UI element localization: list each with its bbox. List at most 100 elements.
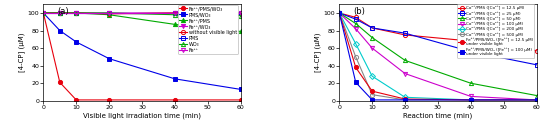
Legend: Co²⁺/PMS ([Co²⁺] = 12.5 μM), Co²⁺/PMS ([Co²⁺] = 25 μM), Co²⁺/PMS ([Co²⁺] = 50 μM: Co²⁺/PMS ([Co²⁺] = 12.5 μM), Co²⁺/PMS ([… xyxy=(457,4,534,58)
Co²⁺/PMS ([Co²⁺] = 12.5 μM) xyxy=(369,27,376,29)
Co²⁺/PMS ([Co²⁺] = 500 μM) xyxy=(369,94,376,95)
Line: Fe³⁺/PMS: Fe³⁺/PMS xyxy=(41,11,243,33)
without visible light xyxy=(56,12,63,14)
PMS/WO₃ xyxy=(73,41,80,43)
Line: Co²⁺/PMS ([Co²⁺] = 50 μM): Co²⁺/PMS ([Co²⁺] = 50 μM) xyxy=(337,11,539,98)
Fe³⁺/WO₃ xyxy=(40,12,47,14)
Co²⁺/PMS ([Co²⁺] = 100 μM) xyxy=(352,28,359,30)
Co²⁺/PMS ([Co²⁺] = 12.5 μM) xyxy=(533,50,540,52)
Line: Fe³⁺/PMS/WO₃ ([Fe³⁺] = 100 μM)
under visible light: Fe³⁺/PMS/WO₃ ([Fe³⁺] = 100 μM) under vis… xyxy=(337,11,539,102)
Line: Fe³⁺/PMS/WO₃: Fe³⁺/PMS/WO₃ xyxy=(41,11,243,102)
Co²⁺/PMS ([Co²⁺] = 25 μM) xyxy=(402,32,408,34)
Co²⁺/PMS ([Co²⁺] = 100 μM) xyxy=(533,99,540,101)
Line: Co²⁺/PMS ([Co²⁺] = 25 μM): Co²⁺/PMS ([Co²⁺] = 25 μM) xyxy=(337,11,539,67)
Fe³⁺/PMS/WO₃ ([Fe³⁺] = 12.5 μM)
under visible light xyxy=(533,99,540,101)
Co²⁺/PMS ([Co²⁺] = 200 μM) xyxy=(352,43,359,45)
Fe³⁺/WO₃ xyxy=(73,12,80,14)
Fe³⁺/PMS/WO₃ xyxy=(106,99,112,101)
Fe³⁺/PMS/WO₃ ([Fe³⁺] = 12.5 μM)
under visible light xyxy=(402,98,408,100)
X-axis label: Visible light irradiation time (min): Visible light irradiation time (min) xyxy=(83,113,201,119)
Fe³⁺/PMS/WO₃ ([Fe³⁺] = 100 μM)
under visible light xyxy=(402,99,408,101)
Fe³⁺/PMS/WO₃ xyxy=(237,99,244,101)
WO₃ xyxy=(106,12,112,14)
Co²⁺/PMS ([Co²⁺] = 50 μM) xyxy=(402,60,408,61)
Fe³⁺ xyxy=(237,12,244,14)
Co²⁺/PMS ([Co²⁺] = 12.5 μM) xyxy=(336,12,343,14)
Fe³⁺/PMS/WO₃ xyxy=(172,99,178,101)
Fe³⁺/PMS/WO₃ ([Fe³⁺] = 100 μM)
under visible light xyxy=(336,12,343,14)
PMS/WO₃ xyxy=(40,12,47,14)
Fe³⁺/PMS xyxy=(237,31,244,32)
PMS xyxy=(40,12,47,14)
WO₃ xyxy=(40,12,47,14)
Fe³⁺/PMS/WO₃ ([Fe³⁺] = 12.5 μM)
under visible light xyxy=(369,90,376,92)
PMS/WO₃ xyxy=(56,30,63,31)
Co²⁺/PMS ([Co²⁺] = 12.5 μM) xyxy=(468,40,474,42)
Fe³⁺/PMS/WO₃ xyxy=(40,12,47,14)
PMS/WO₃ xyxy=(106,58,112,60)
Line: PMS: PMS xyxy=(41,11,243,15)
Line: Co²⁺/PMS ([Co²⁺] = 200 μM): Co²⁺/PMS ([Co²⁺] = 200 μM) xyxy=(337,11,539,102)
Co²⁺/PMS ([Co²⁺] = 500 μM) xyxy=(402,99,408,101)
Fe³⁺ xyxy=(172,12,178,14)
PMS xyxy=(172,12,178,14)
Line: Fe³⁺: Fe³⁺ xyxy=(41,11,243,15)
Line: Co²⁺/PMS ([Co²⁺] = 100 μM): Co²⁺/PMS ([Co²⁺] = 100 μM) xyxy=(337,11,539,102)
without visible light xyxy=(237,12,244,14)
Fe³⁺/PMS xyxy=(172,24,178,25)
X-axis label: Reaction time (min): Reaction time (min) xyxy=(403,113,473,119)
Legend: Fe³⁺/PMS/WO₃, PMS/WO₃, Fe³⁺/PMS, Fe³⁺/WO₃, without visible light, PMS, WO₃, Fe³⁺: Fe³⁺/PMS/WO₃, PMS/WO₃, Fe³⁺/PMS, Fe³⁺/WO… xyxy=(178,5,238,54)
Co²⁺/PMS ([Co²⁺] = 25 μM) xyxy=(533,64,540,66)
Fe³⁺ xyxy=(40,12,47,14)
Fe³⁺/PMS xyxy=(106,14,112,16)
Text: (b): (b) xyxy=(353,7,365,16)
Fe³⁺/WO₃ xyxy=(172,12,178,14)
Fe³⁺ xyxy=(56,12,63,14)
WO₃ xyxy=(172,14,178,16)
Fe³⁺/WO₃ xyxy=(237,14,244,16)
Fe³⁺/PMS/WO₃ ([Fe³⁺] = 100 μM)
under visible light xyxy=(533,99,540,101)
WO₃ xyxy=(237,15,244,17)
Fe³⁺/PMS/WO₃ ([Fe³⁺] = 100 μM)
under visible light xyxy=(369,99,376,101)
Y-axis label: [4-CP] (μM): [4-CP] (μM) xyxy=(18,33,25,72)
without visible light xyxy=(73,12,80,14)
Fe³⁺/PMS/WO₃ ([Fe³⁺] = 12.5 μM)
under visible light xyxy=(352,67,359,68)
Y-axis label: [4-CP] (μM): [4-CP] (μM) xyxy=(314,33,321,72)
Line: without visible light: without visible light xyxy=(41,11,243,16)
Fe³⁺/PMS/WO₃ xyxy=(73,99,80,101)
Co²⁺/PMS ([Co²⁺] = 50 μM) xyxy=(533,95,540,96)
Text: (a): (a) xyxy=(57,7,69,16)
Co²⁺/PMS ([Co²⁺] = 500 μM) xyxy=(468,99,474,101)
Co²⁺/PMS ([Co²⁺] = 200 μM) xyxy=(468,99,474,101)
Co²⁺/PMS ([Co²⁺] = 200 μM) xyxy=(402,96,408,98)
PMS/WO₃ xyxy=(237,88,244,90)
without visible light xyxy=(40,12,47,14)
Co²⁺/PMS ([Co²⁺] = 100 μM) xyxy=(468,96,474,97)
Co²⁺/PMS ([Co²⁺] = 50 μM) xyxy=(336,12,343,14)
PMS xyxy=(73,12,80,14)
Fe³⁺ xyxy=(106,12,112,14)
Co²⁺/PMS ([Co²⁺] = 25 μM) xyxy=(352,18,359,20)
Line: WO₃: WO₃ xyxy=(41,11,243,18)
Fe³⁺/PMS/WO₃ ([Fe³⁺] = 100 μM)
under visible light xyxy=(468,99,474,101)
PMS/WO₃ xyxy=(172,78,178,80)
WO₃ xyxy=(56,12,63,14)
PMS xyxy=(106,12,112,14)
Co²⁺/PMS ([Co²⁺] = 12.5 μM) xyxy=(402,34,408,36)
Fe³⁺ xyxy=(73,12,80,14)
Co²⁺/PMS ([Co²⁺] = 200 μM) xyxy=(369,75,376,77)
Line: Fe³⁺/PMS/WO₃ ([Fe³⁺] = 12.5 μM)
under visible light: Fe³⁺/PMS/WO₃ ([Fe³⁺] = 12.5 μM) under vi… xyxy=(337,11,539,102)
Co²⁺/PMS ([Co²⁺] = 500 μM) xyxy=(352,56,359,58)
Co²⁺/PMS ([Co²⁺] = 50 μM) xyxy=(369,37,376,38)
Fe³⁺/PMS xyxy=(73,12,80,14)
Co²⁺/PMS ([Co²⁺] = 50 μM) xyxy=(352,23,359,24)
Co²⁺/PMS ([Co²⁺] = 100 μM) xyxy=(369,47,376,49)
Co²⁺/PMS ([Co²⁺] = 100 μM) xyxy=(336,12,343,14)
Fe³⁺/WO₃ xyxy=(106,12,112,14)
Co²⁺/PMS ([Co²⁺] = 200 μM) xyxy=(336,12,343,14)
Fe³⁺/WO₃ xyxy=(56,12,63,14)
PMS xyxy=(56,12,63,14)
Fe³⁺/PMS/WO₃ ([Fe³⁺] = 12.5 μM)
under visible light xyxy=(468,99,474,101)
Line: Co²⁺/PMS ([Co²⁺] = 500 μM): Co²⁺/PMS ([Co²⁺] = 500 μM) xyxy=(337,11,539,102)
Co²⁺/PMS ([Co²⁺] = 25 μM) xyxy=(468,51,474,52)
